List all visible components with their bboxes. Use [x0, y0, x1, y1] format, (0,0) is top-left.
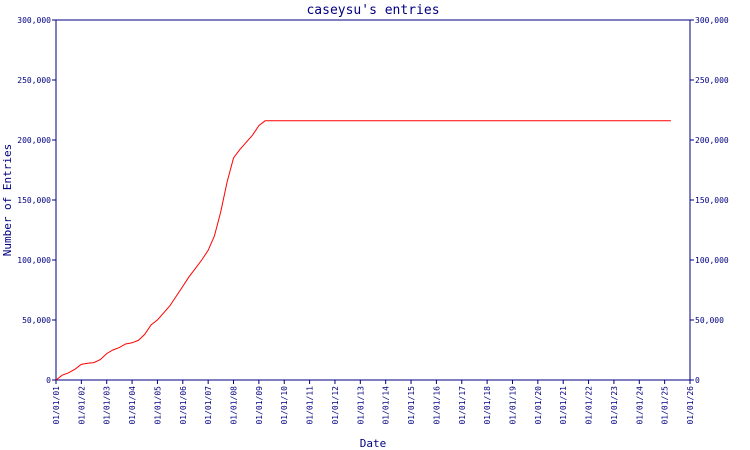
x-tick-label: 01/01/13 — [356, 386, 365, 425]
x-tick-label: 01/01/24 — [635, 386, 644, 425]
x-tick-label: 01/01/08 — [230, 386, 239, 425]
x-tick-label: 01/01/12 — [331, 386, 340, 425]
x-tick-label: 01/01/10 — [280, 386, 289, 425]
x-tick-label: 01/01/23 — [610, 386, 619, 425]
chart-title: caseysu's entries — [306, 3, 439, 18]
x-tick-label: 01/01/17 — [458, 386, 467, 425]
y-tick-label-right: 0 — [695, 376, 700, 385]
y-tick-label-right: 100,000 — [695, 256, 729, 265]
x-tick-label: 01/01/21 — [559, 386, 568, 425]
x-tick-label: 01/01/03 — [103, 386, 112, 425]
x-tick-label: 01/01/11 — [306, 386, 315, 425]
x-tick-label: 01/01/16 — [432, 386, 441, 425]
y-axis-label: Number of Entries — [1, 144, 14, 257]
x-tick-label: 01/01/14 — [382, 386, 391, 425]
x-axis-label: Date — [360, 437, 387, 450]
y-tick-label-left: 50,000 — [22, 316, 51, 325]
y-tick-label-left: 250,000 — [17, 76, 51, 85]
y-tick-label-right: 150,000 — [695, 196, 729, 205]
plot-frame — [55, 19, 691, 381]
y-tick-label-left: 100,000 — [17, 256, 51, 265]
x-tick-label: 01/01/06 — [179, 386, 188, 425]
x-tick-label: 01/01/15 — [407, 386, 416, 425]
x-tick-label: 01/01/19 — [508, 386, 517, 425]
y-tick-label-left: 300,000 — [17, 16, 51, 25]
x-tick-label: 01/01/20 — [534, 386, 543, 425]
x-tick-label: 01/01/22 — [585, 386, 594, 425]
y-tick-label-right: 50,000 — [695, 316, 724, 325]
y-tick-label-right: 250,000 — [695, 76, 729, 85]
x-axis: 01/01/01 01/01/02 01/01/03 01/01/04 01/01/05… — [52, 380, 695, 425]
x-tick-label: 01/01/05 — [153, 386, 162, 425]
x-tick-label: 01/01/07 — [204, 386, 213, 425]
x-tick-label: 01/01/09 — [255, 386, 264, 425]
x-tick-label: 01/01/04 — [128, 386, 137, 425]
y-tick-label-right: 300,000 — [695, 16, 729, 25]
y-tick-label-left: 150,000 — [17, 196, 51, 205]
x-tick-label: 01/01/01 — [52, 386, 61, 425]
y-axis-right: 0 50,000 100,000 150,000 200,000 250,000 300,0… — [690, 16, 729, 385]
y-tick-label-left: 200,000 — [17, 136, 51, 145]
series-group — [55, 120, 671, 381]
x-tick-label: 01/01/18 — [483, 386, 492, 425]
x-tick-label: 01/01/26 — [686, 386, 695, 425]
series-line — [55, 120, 671, 381]
y-tick-label-right: 200,000 — [695, 136, 729, 145]
x-tick-label: 01/01/02 — [77, 386, 86, 425]
y-axis-left: 0 50,000 100,000 150,000 200,000 250,000 300,0… — [17, 16, 56, 385]
y-tick-label-left: 0 — [46, 376, 51, 385]
x-tick-label: 01/01/25 — [661, 386, 670, 425]
